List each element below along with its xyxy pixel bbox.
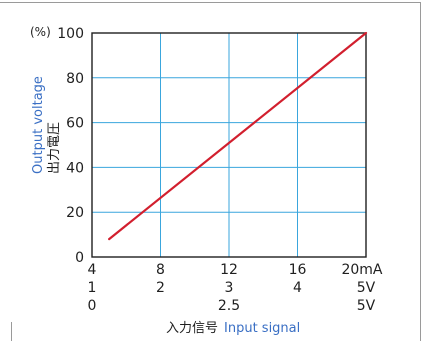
series-layer [108, 31, 368, 241]
grid-lines [92, 33, 366, 257]
x-tick-labels: 4 1 0 8 2 12 3 2.5 16 4 20mA 5V 5V [88, 262, 383, 314]
plot-frame [91, 32, 367, 258]
y-tick-label: 80 [66, 71, 84, 87]
x-tick-label: 5V [357, 298, 376, 314]
y-tick-labels: 0 20 40 60 80 100 [57, 26, 84, 266]
x-tick-label: 1 [88, 280, 97, 296]
plot-border [91, 32, 367, 258]
x-tick-label: 2.5 [218, 298, 240, 314]
x-tick-label: 4 [88, 262, 97, 278]
x-axis-label-english: Input signal [224, 321, 300, 336]
x-tick-label: 4 [293, 280, 302, 296]
x-tick-label: 12 [220, 262, 238, 278]
x-tick-label: 16 [289, 262, 307, 278]
x-tick-label: 3 [225, 280, 234, 296]
x-tick-label: 20mA [341, 262, 382, 278]
y-tick-label: 40 [66, 160, 84, 176]
y-tick-label: 0 [75, 250, 84, 266]
y-tick-label: 60 [66, 116, 84, 132]
series-line [108, 31, 368, 241]
x-tick-label: 0 [88, 298, 97, 314]
y-axis-label-english: Output voltage [31, 76, 46, 174]
y-unit-label: (%) [30, 25, 51, 39]
x-tick-label: 2 [156, 280, 165, 296]
y-tick-label: 20 [66, 205, 84, 221]
frame-border-top [0, 2, 421, 3]
x-tick-label: 5V [357, 280, 376, 296]
x-tick-label: 8 [156, 262, 165, 278]
frame-border-right [420, 2, 421, 341]
y-axis-label-japanese: 出力電圧 [47, 122, 62, 174]
x-axis-label-japanese: 入力信号 [166, 321, 218, 336]
y-tick-label: 100 [57, 26, 84, 42]
frame-border-left-stub [11, 322, 12, 341]
